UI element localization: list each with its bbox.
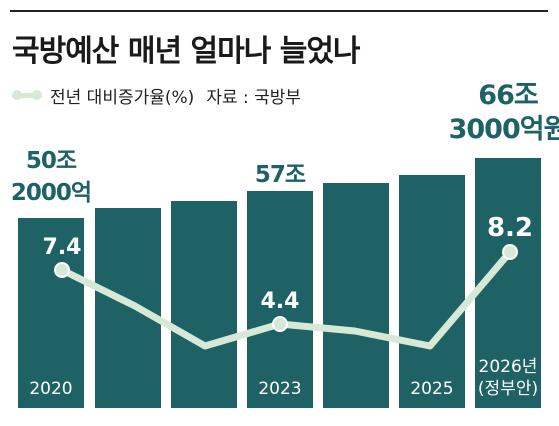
source-label: 자료 : 국방부 (206, 87, 302, 108)
bar-value-label-4: 57조 (255, 162, 306, 188)
bar-2 (95, 208, 161, 408)
growth-point-4 (272, 316, 288, 332)
category-label-1: 2020 (29, 379, 72, 399)
bar-6 (399, 175, 465, 408)
category-label-7-line2: (정부안) (478, 379, 538, 399)
bar-1 (18, 218, 84, 408)
legend-series-label: 전년 대비증가율(%) (50, 87, 195, 108)
bar-value-label-1-line2: 2000억 (11, 180, 91, 206)
growth-point-7 (502, 244, 518, 260)
category-label-4: 2023 (258, 379, 301, 399)
bar-value-label-7-line2: 3000억원 (449, 114, 559, 145)
category-label-6: 2025 (410, 379, 453, 399)
growth-label-7: 8.2 (487, 213, 533, 243)
growth-point-1 (54, 262, 70, 278)
growth-label-1: 7.4 (43, 235, 82, 260)
legend-line-swatch (12, 90, 42, 100)
bar-5 (323, 183, 389, 408)
chart-title: 국방예산 매년 얼마나 늘었나 (12, 34, 361, 69)
bar-value-label-7-line1: 66조 (478, 80, 538, 111)
category-label-7-line1: 2026년 (479, 357, 538, 377)
bar-value-label-1-line1: 50조 (26, 148, 77, 174)
top-rule (10, 10, 548, 12)
legend: 전년 대비증가율(%) 자료 : 국방부 (12, 84, 302, 108)
bar-3 (171, 201, 237, 408)
bar-4 (247, 191, 313, 408)
growth-label-4: 4.4 (261, 289, 300, 314)
